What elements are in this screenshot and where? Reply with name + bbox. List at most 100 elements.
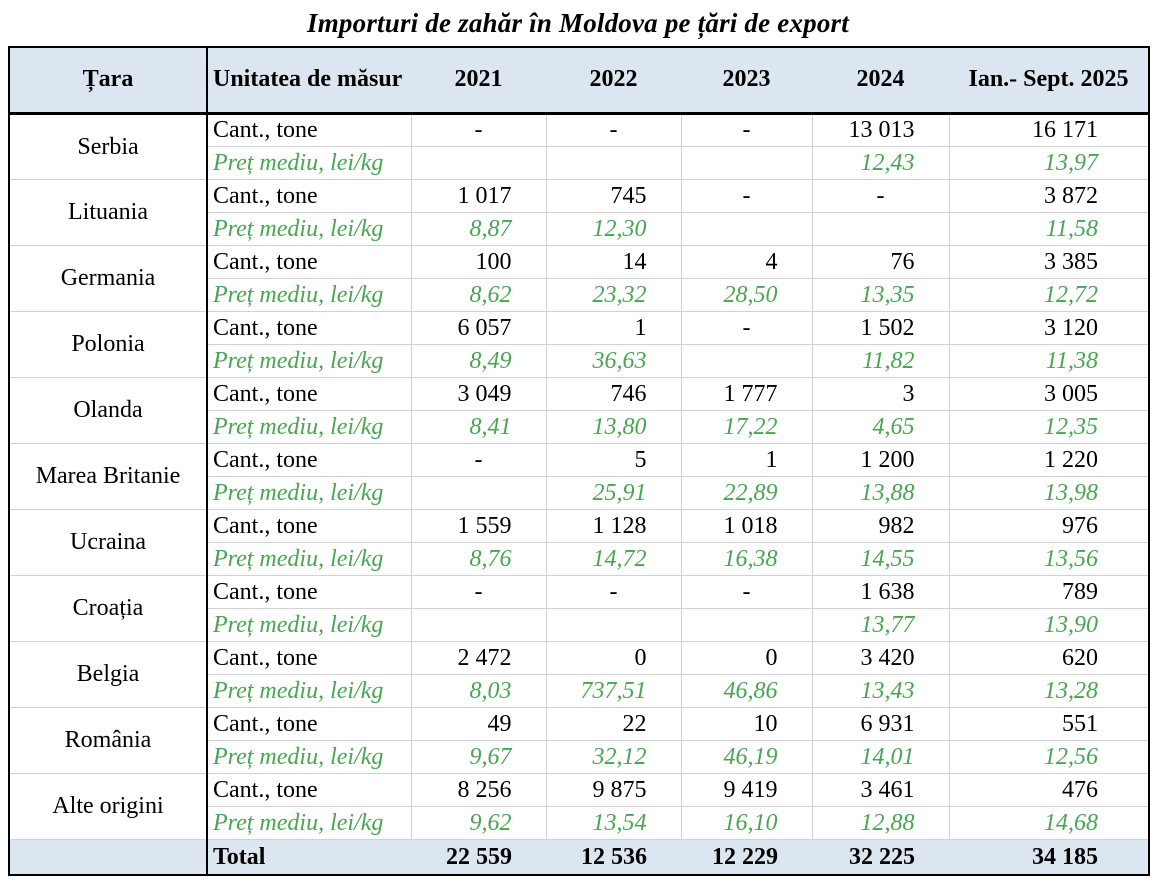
price-value: 12,35 bbox=[948, 409, 1149, 443]
country-quantity-row: Alte origini Cant., tone 8 256 9 875 9 4… bbox=[9, 772, 1149, 839]
country-price-row: Preț mediu, lei/kg 8,62 23,32 28,50 13,3… bbox=[9, 277, 1149, 311]
quantity-value: 745 bbox=[545, 178, 681, 212]
price-value: 14,01 bbox=[811, 739, 949, 773]
quantity-value: 1 502 bbox=[811, 310, 949, 344]
quantity-value: 1 777 bbox=[680, 376, 812, 410]
quantity-value: 1 638 bbox=[811, 574, 949, 608]
country-quantity-row: Lituania Cant., tone 1 017 745 - - 3 872 bbox=[9, 178, 1149, 245]
total-value: 12 536 bbox=[546, 838, 681, 875]
price-value: 8,76 bbox=[410, 541, 546, 575]
price-value: 11,38 bbox=[948, 343, 1149, 377]
quantity-value: - bbox=[680, 178, 812, 212]
country-price-row: Preț mediu, lei/kg 13,77 13,90 bbox=[9, 607, 1149, 641]
price-value: 9,67 bbox=[410, 739, 546, 773]
country-price-row: Preț mediu, lei/kg 8,87 12,30 11,58 bbox=[9, 211, 1149, 245]
unit-label-price: Preț mediu, lei/kg bbox=[207, 673, 411, 707]
price-value: 46,86 bbox=[680, 673, 812, 707]
unit-label-price: Preț mediu, lei/kg bbox=[207, 607, 411, 641]
price-value: 13,90 bbox=[948, 607, 1149, 641]
quantity-value: 1 220 bbox=[948, 442, 1149, 476]
unit-label-quantity: Cant., tone bbox=[207, 178, 411, 212]
quantity-value: 1 017 bbox=[410, 178, 546, 212]
country-price-row: Preț mediu, lei/kg 9,62 13,54 16,10 12,8… bbox=[9, 805, 1149, 839]
quantity-value: 1 200 bbox=[811, 442, 949, 476]
price-value: 4,65 bbox=[811, 409, 949, 443]
country-price-row: Preț mediu, lei/kg 8,76 14,72 16,38 14,5… bbox=[9, 541, 1149, 575]
country-name: Croația bbox=[9, 574, 208, 641]
quantity-value: - bbox=[410, 574, 546, 608]
quantity-value: 3 385 bbox=[948, 244, 1149, 278]
price-value bbox=[410, 475, 546, 509]
quantity-value: - bbox=[811, 178, 949, 212]
unit-label-quantity: Cant., tone bbox=[207, 574, 411, 608]
quantity-value: 3 872 bbox=[948, 178, 1149, 212]
quantity-value: 3 005 bbox=[948, 376, 1149, 410]
price-value bbox=[811, 211, 949, 245]
quantity-value: 3 120 bbox=[948, 310, 1149, 344]
header-year-2023: 2023 bbox=[681, 47, 812, 115]
country-name: Ucraina bbox=[9, 508, 208, 575]
total-value: 34 185 bbox=[949, 838, 1149, 875]
quantity-value: 3 bbox=[811, 376, 949, 410]
price-value bbox=[410, 607, 546, 641]
price-value: 25,91 bbox=[545, 475, 681, 509]
quantity-value: 6 057 bbox=[410, 310, 546, 344]
price-value: 12,88 bbox=[811, 805, 949, 839]
price-value: 28,50 bbox=[680, 277, 812, 311]
country-quantity-row: Germania Cant., tone 100 14 4 76 3 385 bbox=[9, 244, 1149, 311]
country-name: Alte origini bbox=[9, 772, 208, 839]
country-name: Lituania bbox=[9, 178, 208, 245]
quantity-value: 620 bbox=[948, 640, 1149, 674]
price-value: 13,97 bbox=[948, 145, 1149, 179]
price-value: 8,87 bbox=[410, 211, 546, 245]
quantity-value: 9 419 bbox=[680, 772, 812, 806]
price-value bbox=[680, 607, 812, 641]
country-quantity-row: Serbia Cant., tone - - - 13 013 16 171 bbox=[9, 112, 1149, 179]
quantity-value: 1 bbox=[680, 442, 812, 476]
price-value: 8,41 bbox=[410, 409, 546, 443]
quantity-value: 10 bbox=[680, 706, 812, 740]
quantity-value: 982 bbox=[811, 508, 949, 542]
price-value: 13,98 bbox=[948, 475, 1149, 509]
price-value: 13,28 bbox=[948, 673, 1149, 707]
quantity-value: 3 049 bbox=[410, 376, 546, 410]
unit-label-price: Preț mediu, lei/kg bbox=[207, 145, 411, 179]
quantity-value: 976 bbox=[948, 508, 1149, 542]
price-value bbox=[545, 145, 681, 179]
country-quantity-row: Ucraina Cant., tone 1 559 1 128 1 018 98… bbox=[9, 508, 1149, 575]
quantity-value: - bbox=[410, 442, 546, 476]
country-name: Serbia bbox=[9, 112, 208, 179]
unit-label-price: Preț mediu, lei/kg bbox=[207, 211, 411, 245]
quantity-value: 746 bbox=[545, 376, 681, 410]
unit-label-price: Preț mediu, lei/kg bbox=[207, 739, 411, 773]
quantity-value: 0 bbox=[680, 640, 812, 674]
total-row-spacer bbox=[9, 838, 208, 875]
total-label: Total bbox=[207, 838, 411, 875]
quantity-value: 13 013 bbox=[811, 112, 949, 146]
header-year-2024: 2024 bbox=[812, 47, 949, 115]
unit-label-quantity: Cant., tone bbox=[207, 640, 411, 674]
price-value: 12,72 bbox=[948, 277, 1149, 311]
country-quantity-row: Olanda Cant., tone 3 049 746 1 777 3 3 0… bbox=[9, 376, 1149, 443]
price-value: 13,35 bbox=[811, 277, 949, 311]
country-quantity-row: România Cant., tone 49 22 10 6 931 551 bbox=[9, 706, 1149, 773]
quantity-value: 3 420 bbox=[811, 640, 949, 674]
unit-label-quantity: Cant., tone bbox=[207, 508, 411, 542]
price-value bbox=[680, 343, 812, 377]
quantity-value: 476 bbox=[948, 772, 1149, 806]
price-value: 46,19 bbox=[680, 739, 812, 773]
price-value: 13,54 bbox=[545, 805, 681, 839]
header-year-2021: 2021 bbox=[411, 47, 546, 115]
price-value bbox=[680, 145, 812, 179]
unit-label-price: Preț mediu, lei/kg bbox=[207, 475, 411, 509]
price-value: 32,12 bbox=[545, 739, 681, 773]
unit-label-quantity: Cant., tone bbox=[207, 442, 411, 476]
price-value: 9,62 bbox=[410, 805, 546, 839]
table-title: Importuri de zahăr în Moldova pe țări de… bbox=[307, 8, 849, 38]
country-name: Polonia bbox=[9, 310, 208, 377]
total-value: 12 229 bbox=[681, 838, 812, 875]
quantity-value: 14 bbox=[545, 244, 681, 278]
price-value: 13,43 bbox=[811, 673, 949, 707]
header-row: Țara Unitatea de măsur 2021 2022 2023 20… bbox=[9, 47, 1149, 115]
